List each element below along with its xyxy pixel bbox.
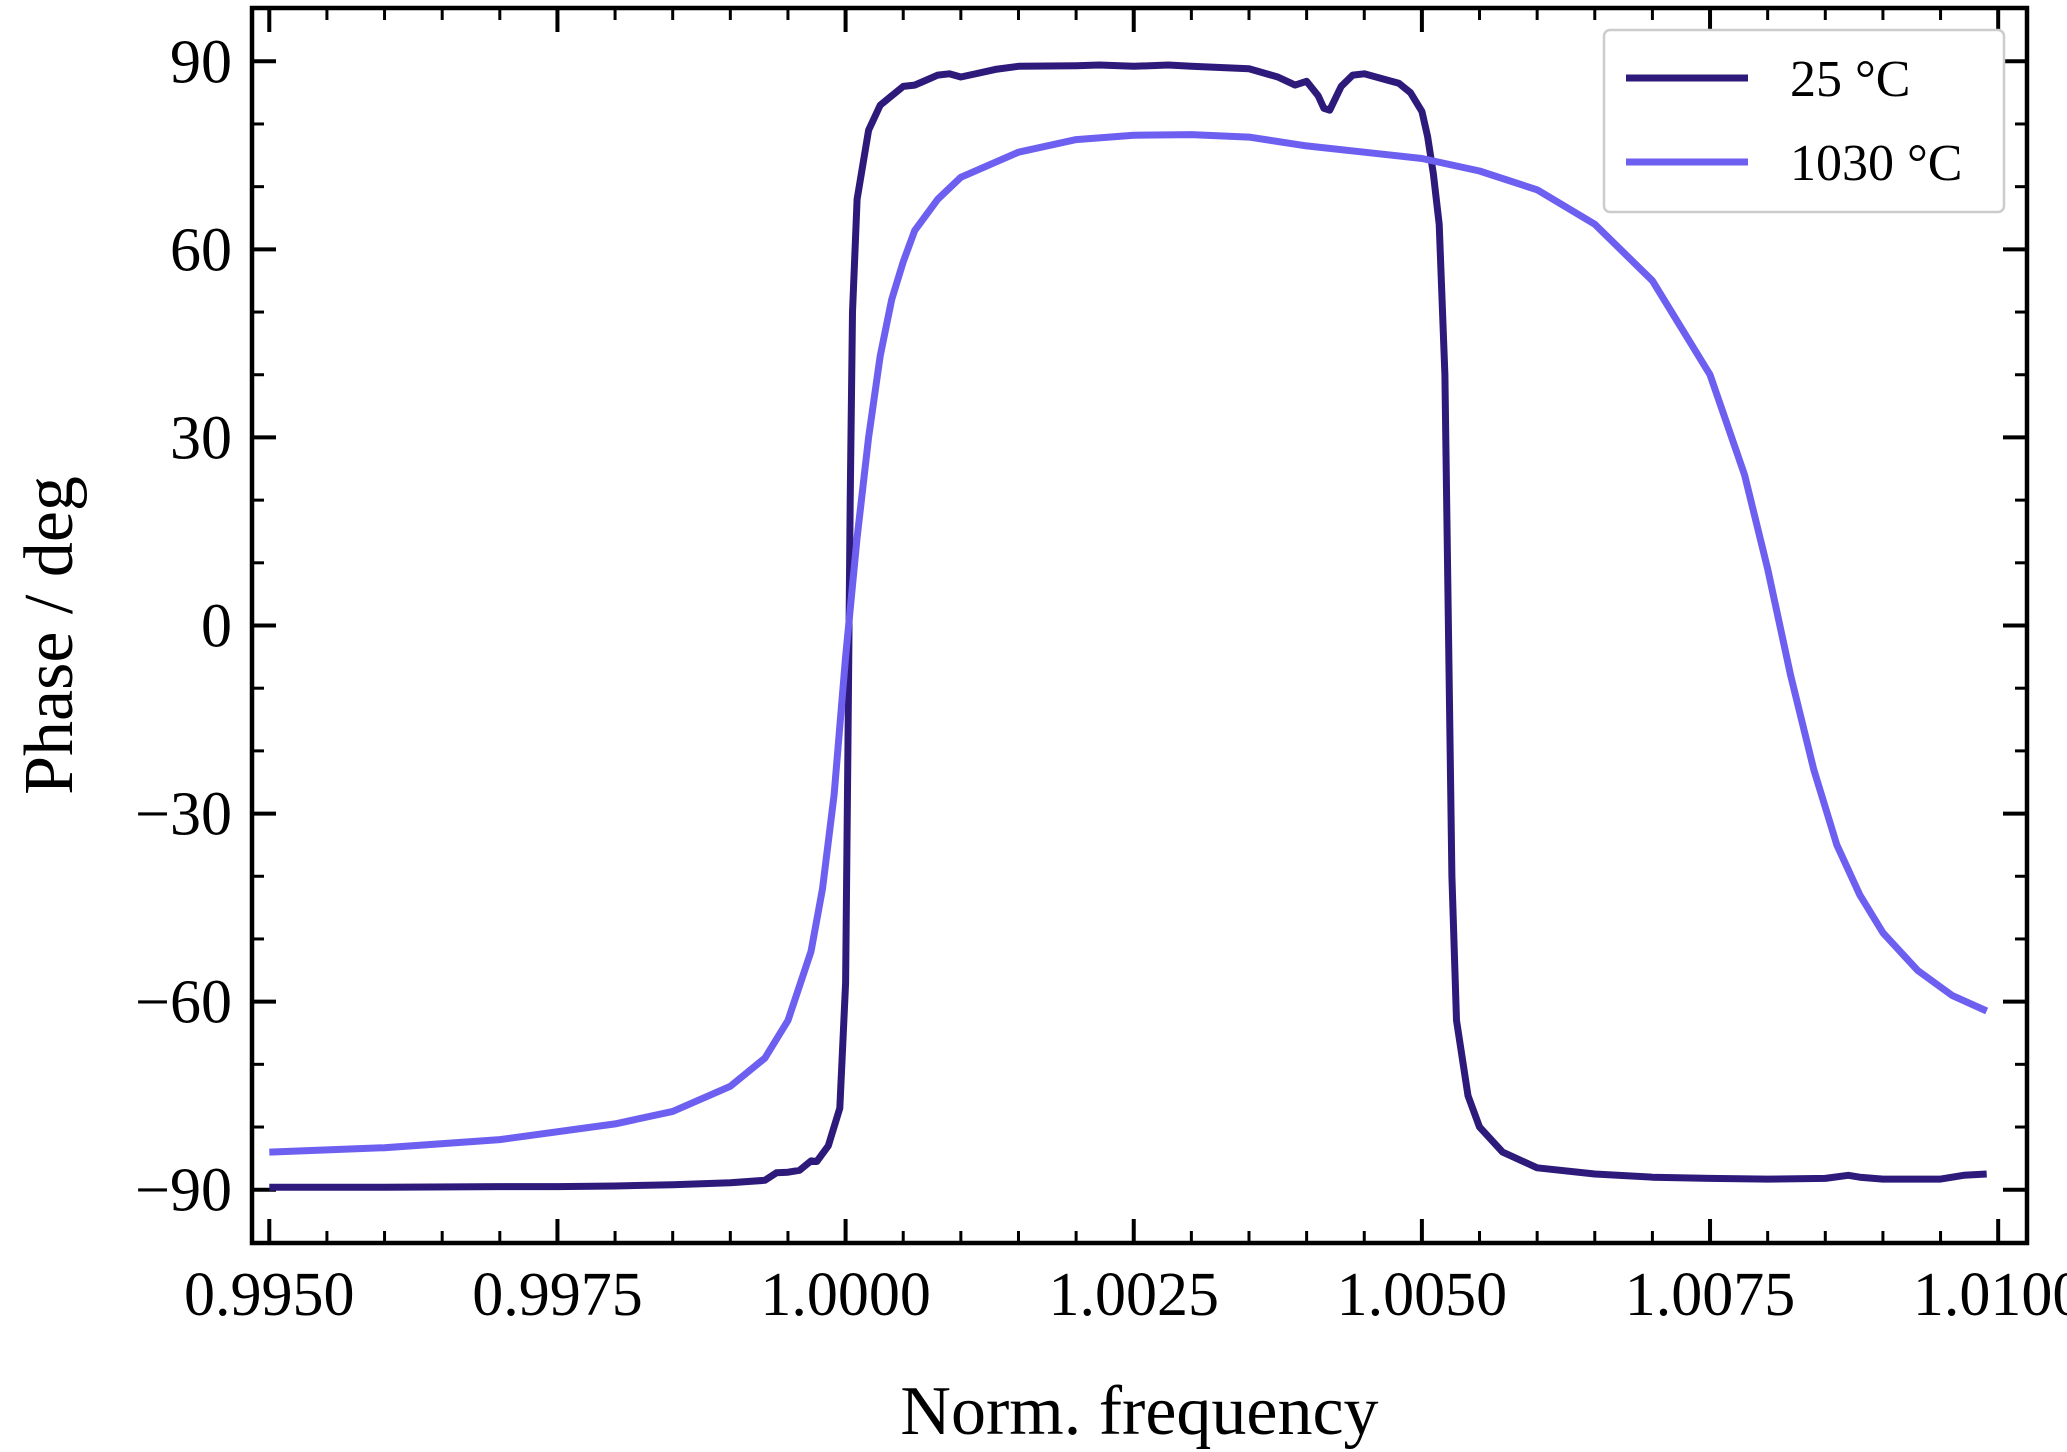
legend: 25 °C 1030 °C: [1602, 28, 2006, 214]
y-tick-label: 90: [170, 28, 232, 96]
plot-frame: [249, 5, 2030, 1246]
x-tick-label: 0.9950: [184, 1261, 355, 1329]
y-tick-label: −60: [135, 969, 232, 1037]
x-tick-label: 1.0050: [1337, 1261, 1508, 1329]
y-axis-label: Phase / deg: [11, 476, 88, 795]
legend-label-1030c: 1030 °C: [1790, 135, 1962, 192]
y-tick-label: −90: [135, 1157, 232, 1225]
x-tick-label: 1.0000: [760, 1261, 931, 1329]
series-line-0: [269, 61, 1987, 1191]
x-axis-label: Norm. frequency: [900, 1373, 1378, 1450]
series-layer: [269, 61, 1989, 1191]
x-tick-label: 1.0100: [1913, 1261, 2067, 1329]
x-tick-label: 1.0075: [1625, 1261, 1796, 1329]
x-tick-label: 0.9975: [472, 1261, 643, 1329]
y-tick-label: 30: [170, 404, 232, 472]
y-tick-label: 60: [170, 216, 232, 284]
series-line-1: [269, 131, 1989, 1156]
axis-tick-labels: 0.9950 0.9975 1.0000 1.0025 1.0050 1.0075 1.01…: [135, 28, 2067, 1329]
y-tick-label: 0: [201, 593, 232, 661]
x-tick-label: 1.0025: [1048, 1261, 1219, 1329]
legend-label-25c: 25 °C: [1790, 51, 1910, 108]
y-tick-label: −30: [135, 781, 232, 849]
